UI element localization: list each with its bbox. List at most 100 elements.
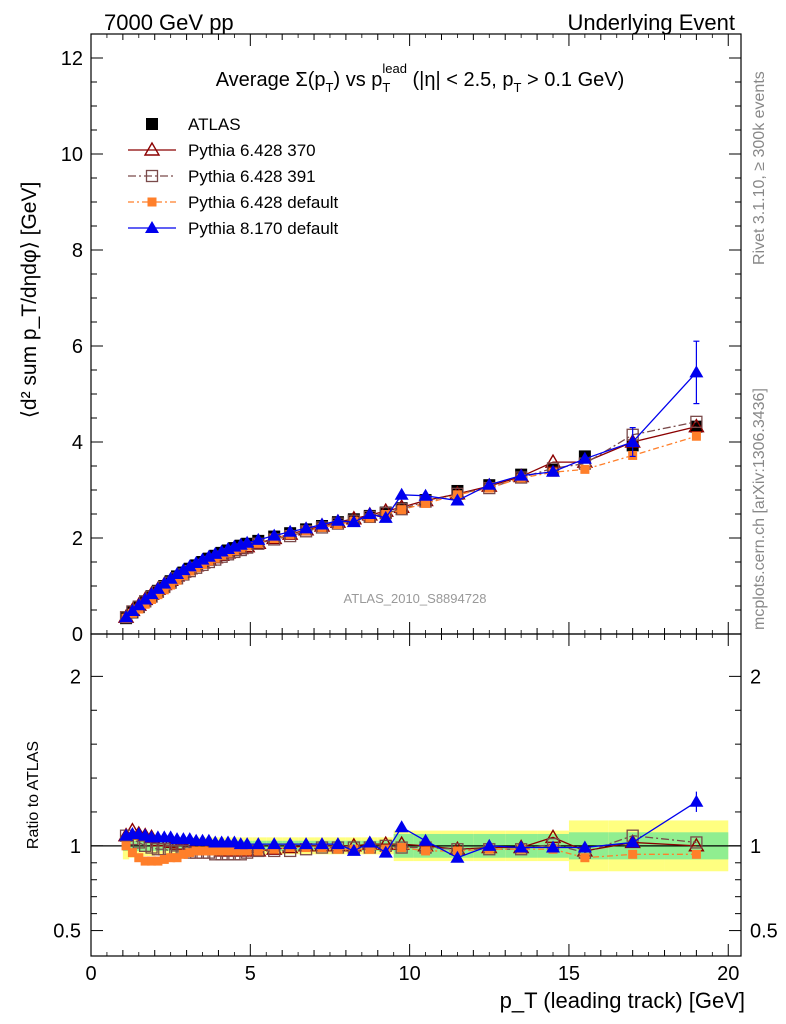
data-point-pythia-8-170-default <box>170 567 185 579</box>
header-right: Underlying Event <box>567 10 735 35</box>
data-point-pythia-8-170-default <box>240 535 255 548</box>
y-tick-label: 12 <box>61 48 83 70</box>
x-tick-label: 5 <box>245 963 256 985</box>
data-point-pythia-8-170-default <box>119 610 134 623</box>
data-point-pythia-6-428-default <box>580 464 590 474</box>
ratio-point-pythia-6-428-default <box>628 849 638 859</box>
y-tick-label: 8 <box>72 240 83 262</box>
ratio-point-pythia-6-428-default <box>140 856 150 866</box>
ratio-point-pythia-8-170-default <box>330 837 345 850</box>
ratio-point-pythia-8-170-default <box>299 837 314 850</box>
data-point-pythia-8-170-default <box>362 507 377 519</box>
ratio-point-pythia-6-428-default <box>153 856 163 866</box>
x-tick-label: 10 <box>399 963 421 985</box>
data-point-pythia-8-170-default <box>378 510 393 523</box>
legend-marker-atlas <box>146 118 158 130</box>
ratio-point-pythia-8-170-default <box>346 843 361 856</box>
data-point-pythia-8-170-default <box>182 559 197 572</box>
ratio-point-pythia-6-428-default <box>397 843 407 853</box>
legend-marker-pythia-6-428-default <box>147 197 157 207</box>
ratio-point-pythia-6-428-default <box>223 846 233 856</box>
ratio-y-tick-label: 0.5 <box>53 921 81 943</box>
ratio-point-pythia-8-170-default <box>362 835 377 848</box>
data-point-pythia-8-170-default <box>418 488 433 501</box>
data-point-pythia-8-170-default <box>251 532 266 545</box>
ratio-y-tick-label-right: 2 <box>750 666 761 688</box>
ratio-point-pythia-8-170-default <box>546 840 561 853</box>
data-point-pythia-6-428-370 <box>688 418 705 433</box>
data-point-pythia-6-428-default <box>153 590 163 600</box>
data-point-pythia-8-170-default <box>283 524 298 537</box>
legend: ATLAS Pythia 6.428 370 Pythia 6.428 391 Pyt… <box>128 115 339 238</box>
ratio-y-tick-label: 2 <box>70 666 81 688</box>
data-point-pythia-8-170-default <box>546 464 561 477</box>
ratio-point-pythia-8-170-default <box>394 820 409 833</box>
data-point-pythia-8-170-default <box>163 571 178 584</box>
main-axes: 0 2 4 6 8 10 12 <box>61 33 742 646</box>
data-point-pythia-6-428-default <box>397 505 407 515</box>
ratio-point-pythia-8-170-default <box>283 837 298 850</box>
rivet-label: Rivet 3.1.10, ≥ 300k events <box>751 71 768 265</box>
header-left: 7000 GeV pp <box>104 10 234 35</box>
y-tick-label: 0 <box>72 624 83 646</box>
data-point-pythia-8-170-default <box>330 513 345 526</box>
ratio-axes: 0 5 10 15 20 0.5 0.5 1 1 2 2 <box>53 633 778 985</box>
ratio-point-pythia-8-170-default <box>577 840 592 853</box>
ratio-point-pythia-6-428-default <box>253 846 263 856</box>
legend-marker-pythia-8-170-default <box>145 221 159 233</box>
data-point-pythia-6-428-default <box>159 585 169 595</box>
ratio-point-pythia-6-428-default <box>172 853 182 863</box>
ratio-point-pythia-6-428-default <box>198 846 208 856</box>
y-tick-label: 2 <box>72 528 83 550</box>
ratio-series-pythia-6-428-default <box>121 841 701 866</box>
ratio-point-pythia-6-428-default <box>127 848 137 858</box>
legend-marker-pythia-6-428-391 <box>145 169 159 183</box>
y-tick-label: 4 <box>72 432 83 454</box>
data-point-pythia-8-170-default <box>450 493 465 506</box>
data-point-pythia-6-428-default <box>421 498 431 508</box>
series-pythia-8-170-default <box>119 365 704 623</box>
data-point-pythia-8-170-default <box>394 487 409 500</box>
ratio-point-pythia-6-428-default <box>229 846 239 856</box>
x-tick-label: 15 <box>558 963 580 985</box>
ratio-point-pythia-6-428-default <box>580 853 590 863</box>
data-point-pythia-6-428-default <box>147 594 157 604</box>
ratio-point-pythia-6-428-default <box>365 844 375 854</box>
legend-entry-atlas: ATLAS <box>146 115 241 134</box>
legend-entry-pythia-6-428-370: Pythia 6.428 370 <box>128 141 316 160</box>
ratio-point-pythia-8-170-default <box>625 835 640 848</box>
ratio-point-pythia-8-170-default <box>267 837 282 850</box>
ratio-point-pythia-6-428-default <box>159 854 169 864</box>
ratio-point-pythia-6-428-default <box>691 849 701 859</box>
ratio-point-pythia-6-428-default <box>210 846 220 856</box>
ratio-point-pythia-8-170-default <box>450 850 465 863</box>
ratio-point-pythia-6-428-391 <box>395 841 408 854</box>
data-point-pythia-8-170-default <box>189 555 204 568</box>
data-point-pythia-6-428-default <box>166 580 176 590</box>
y-tick-label: 6 <box>72 336 83 358</box>
ratio-point-pythia-6-428-default <box>217 846 227 856</box>
analysis-watermark: ATLAS_2010_S8894728 <box>344 591 487 606</box>
mcplots-label: mcplots.cern.ch [arXiv:1306.3436] <box>751 388 768 630</box>
data-point-pythia-8-170-default <box>267 528 282 541</box>
x-axis-label: p_T (leading track) [GeV] <box>500 988 745 1013</box>
legend-label-pythia-6-428-370: Pythia 6.428 370 <box>188 141 316 160</box>
data-point-pythia-8-170-default <box>346 515 361 528</box>
ratio-point-pythia-6-428-default <box>204 846 214 856</box>
chart-title: Average Σ(pT) vs pTlead (|η| < 2.5, pT >… <box>216 61 625 95</box>
ratio-point-pythia-8-170-default <box>378 845 393 858</box>
data-point-pythia-6-428-default <box>178 570 188 580</box>
data-point-pythia-8-170-default <box>482 477 497 490</box>
ratio-point-pythia-8-170-default <box>514 840 529 853</box>
legend-entry-pythia-8-170-default: Pythia 8.170 default <box>128 219 339 238</box>
ratio-y-tick-label-right: 1 <box>750 836 761 858</box>
y-tick-label: 10 <box>61 144 83 166</box>
ratio-point-pythia-6-428-391 <box>158 843 171 856</box>
ratio-y-axis-label: Ratio to ATLAS <box>25 741 42 849</box>
ratio-point-pythia-8-170-default <box>315 837 330 850</box>
ratio-point-pythia-6-428-default <box>166 853 176 863</box>
ratio-point-pythia-6-428-391 <box>690 836 703 849</box>
legend-marker-pythia-6-428-370 <box>143 141 161 156</box>
data-point-pythia-6-428-391 <box>395 503 408 516</box>
